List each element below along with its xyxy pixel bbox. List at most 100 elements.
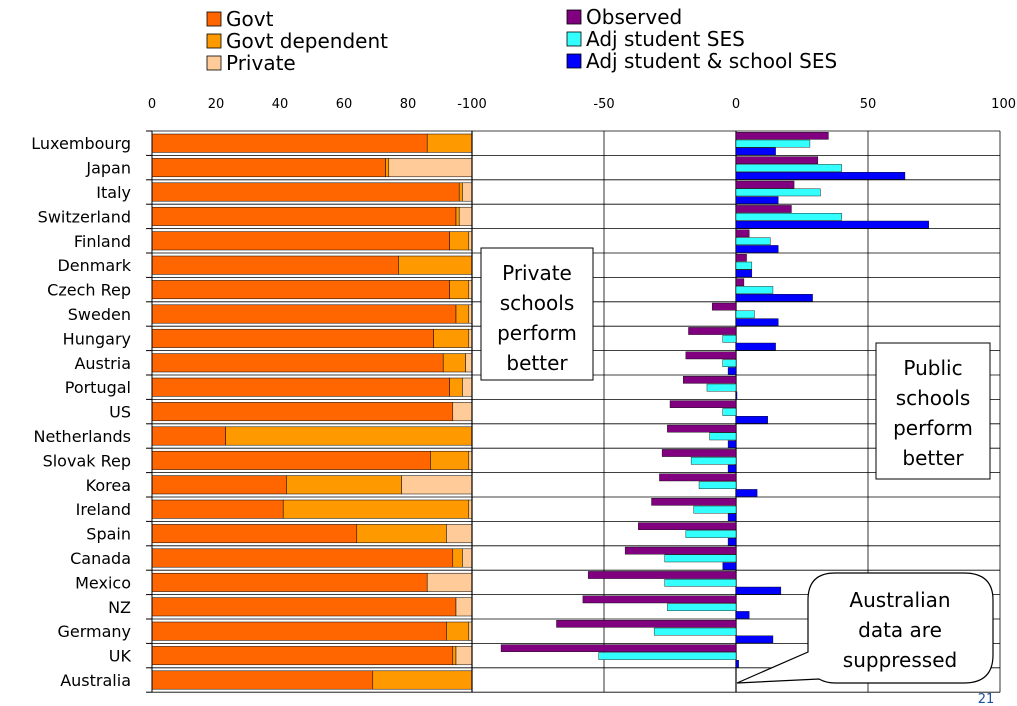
bar-adj-student-school-ses-czech-rep — [735, 294, 813, 302]
bar-adj-student-school-ses-portugal — [735, 391, 738, 400]
category-label-australia: Australia — [60, 671, 131, 690]
bar-govt-mexico — [151, 572, 428, 592]
bar-govt-dependent-uk — [452, 646, 457, 666]
bar-adj-student-ses-korea — [698, 481, 737, 490]
legend-label-govt-dependent: Govt dependent — [226, 29, 388, 53]
bar-private-mexico — [426, 572, 473, 592]
bar-observed-japan — [735, 156, 819, 165]
right-chart-bars — [500, 131, 929, 668]
bar-govt-dependent-canada — [452, 548, 463, 568]
bar-govt-nz — [151, 597, 457, 617]
callout-public-line-4: better — [902, 446, 964, 470]
bar-observed-sweden — [712, 302, 737, 311]
bar-adj-student-school-ses-japan — [735, 171, 906, 180]
legend-swatch-observed — [566, 9, 582, 25]
callout-australia-line-2: data are — [858, 618, 942, 642]
category-label-austria: Austria — [74, 354, 131, 373]
bar-observed-slovak-rep — [661, 449, 737, 457]
legend-swatch-govt-dependent — [206, 33, 222, 49]
bar-adj-student-school-ses-finland — [735, 245, 779, 253]
bar-govt-dependent-luxembourg — [426, 133, 473, 153]
bar-observed-germany — [556, 620, 737, 628]
callout-private-line-1: Private — [502, 261, 572, 285]
bar-observed-switzerland — [735, 205, 792, 213]
bar-govt-dependent-korea — [286, 475, 402, 495]
bar-adj-student-school-ses-netherlands — [727, 440, 737, 449]
callout-private-box — [480, 247, 594, 381]
bar-govt-dependent-czech-rep — [449, 280, 470, 300]
bar-govt-dependent-australia — [372, 670, 473, 690]
bar-observed-luxembourg — [735, 131, 829, 140]
bar-adj-student-school-ses-sweden — [735, 318, 779, 327]
category-label-ireland: Ireland — [76, 500, 131, 519]
bar-adj-student-ses-mexico — [664, 579, 737, 587]
bar-private-korea — [401, 475, 473, 495]
bar-adj-student-school-ses-nz — [735, 611, 750, 619]
bar-govt-italy — [151, 182, 460, 202]
bar-govt-dependent-slovak-rep — [430, 450, 470, 470]
bar-adj-student-school-ses-spain — [727, 538, 737, 546]
left-x-tick-label: 0 — [148, 97, 156, 112]
bar-private-austria — [465, 353, 473, 373]
category-labels: Luxembourg Japan Italy Switzerland Finland De… — [31, 134, 131, 690]
bar-adj-student-ses-germany — [653, 627, 737, 636]
bar-govt-korea — [151, 475, 287, 495]
bar-govt-portugal — [151, 377, 450, 397]
bar-adj-student-school-ses-hungary — [735, 342, 776, 351]
callout-australia-bubble — [736, 572, 994, 684]
bar-adj-student-ses-sweden — [735, 310, 755, 319]
callout-public-line-3: perform — [893, 416, 973, 440]
bar-govt-dependent-austria — [442, 353, 466, 373]
bar-adj-student-school-ses-mexico — [735, 586, 782, 595]
category-label-us: US — [109, 403, 131, 422]
category-label-slovak-rep: Slovak Rep — [43, 451, 131, 470]
callout-australia-line-3: suppressed — [843, 648, 957, 672]
bar-adj-student-school-ses-austria — [727, 367, 737, 375]
bar-govt-dependent-denmark — [398, 255, 473, 275]
bar-govt-dependent-sweden — [455, 304, 470, 324]
bar-govt-uk — [151, 646, 454, 666]
bar-govt-dependent-japan — [385, 158, 390, 178]
right-x-tick-label: 0 — [732, 97, 740, 112]
bar-adj-student-school-ses-italy — [735, 196, 779, 205]
right-x-tick-label: 50 — [860, 97, 877, 112]
callout-private-line-3: perform — [497, 321, 577, 345]
bar-adj-student-school-ses-germany — [735, 635, 774, 644]
bar-govt-luxembourg — [151, 133, 428, 153]
bar-observed-portugal — [683, 376, 737, 384]
bar-private-portugal — [462, 377, 473, 397]
axes — [146, 130, 473, 693]
callout-australia-line-1: Australian — [849, 588, 950, 612]
bar-govt-sweden — [151, 304, 457, 324]
bar-govt-netherlands — [151, 426, 226, 446]
bar-observed-uk — [500, 644, 737, 652]
bar-adj-student-ses-uk — [598, 652, 737, 660]
category-label-sweden: Sweden — [68, 305, 131, 324]
callout-public: Public schools perform better — [875, 342, 991, 480]
category-label-mexico: Mexico — [75, 573, 131, 592]
bar-govt-switzerland — [151, 206, 457, 226]
legend-label-private: Private — [226, 51, 296, 75]
bar-private-italy — [462, 182, 473, 202]
bar-govt-spain — [151, 524, 358, 544]
bar-adj-student-ses-portugal — [706, 383, 737, 392]
legend-label-observed: Observed — [586, 5, 682, 29]
legend-swatch-adj-student-school-ses — [566, 53, 582, 69]
bar-govt-dependent-germany — [446, 621, 470, 641]
bar-adj-student-school-ses-ireland — [727, 513, 737, 522]
bar-observed-denmark — [735, 253, 747, 262]
bar-govt-ireland — [151, 499, 284, 519]
category-label-germany: Germany — [57, 622, 131, 641]
bar-adj-student-ses-slovak-rep — [690, 457, 737, 465]
bar-govt-dependent-italy — [458, 182, 463, 202]
bar-private-us — [452, 402, 473, 422]
category-label-finland: Finland — [74, 232, 131, 251]
legend-swatch-adj-student-ses — [566, 31, 582, 47]
legend-label-adj-student-ses: Adj student SES — [586, 27, 745, 51]
bar-govt-dependent-finland — [449, 231, 470, 251]
category-label-spain: Spain — [86, 525, 131, 544]
left-chart-gridlines — [152, 130, 472, 693]
bar-private-nz — [455, 597, 473, 617]
